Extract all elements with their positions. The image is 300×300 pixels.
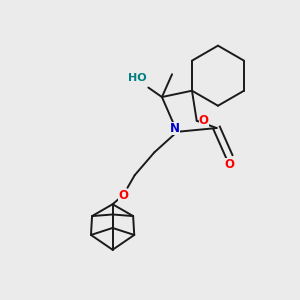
Text: O: O — [199, 114, 209, 127]
Text: O: O — [224, 158, 234, 171]
Text: HO: HO — [128, 73, 147, 83]
Text: N: N — [169, 122, 180, 135]
Text: O: O — [118, 189, 128, 202]
